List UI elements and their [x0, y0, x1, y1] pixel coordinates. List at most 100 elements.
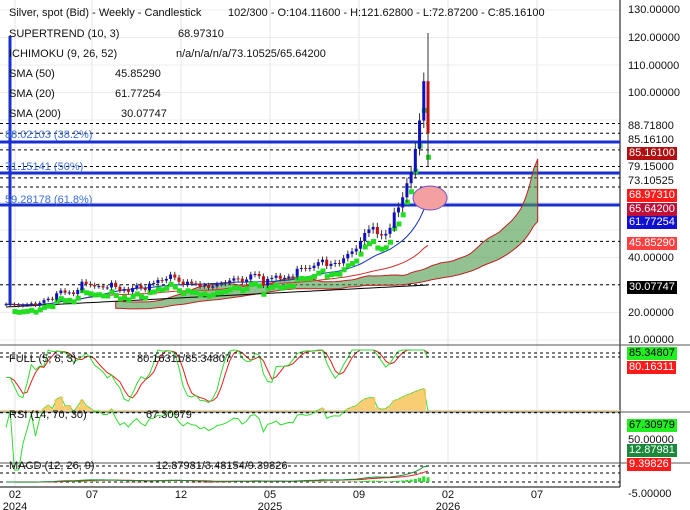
candle-body [185, 281, 189, 285]
candle-body [164, 278, 168, 281]
macd-histogram-bar [316, 481, 320, 482]
candle-body [270, 277, 274, 279]
candle-body [350, 251, 354, 254]
supertrend-dot [109, 289, 115, 295]
supertrend-dot [328, 272, 334, 278]
supertrend-dot [198, 292, 204, 298]
stoch-k-line [6, 349, 429, 404]
supertrend-dot [345, 263, 351, 269]
price-badge: 85.16100 [627, 146, 677, 160]
fib-level-38: 88.02103 (38.2%) [5, 129, 93, 141]
rsi-overbought-fill [50, 408, 55, 411]
macd-label: MACD (12, 26, 9) [9, 460, 95, 472]
macd-histogram-bar [93, 481, 97, 482]
time-tick-label: 09 [352, 489, 366, 501]
candle-body [401, 197, 405, 208]
candle-body [413, 148, 417, 172]
sma200-value: 30.07747 [121, 108, 167, 120]
macd-axis-low: -5.00000 [628, 488, 672, 500]
ohlc-readout: 102/300 - O:104.11600 - H:121.62800 - L:… [228, 7, 545, 19]
supertrend-dot [215, 290, 220, 296]
supertrend-dot [244, 286, 250, 292]
candle-body [114, 282, 118, 287]
time-tick-label: 02 2026 [435, 489, 461, 510]
candle-body [72, 292, 76, 295]
time-tick-label: 02 2024 [2, 489, 28, 510]
supertrend-dot [337, 271, 343, 277]
rsi-overbought-fill [320, 408, 325, 411]
candle-body [367, 229, 371, 234]
candle-body [228, 280, 232, 283]
candle-body [392, 212, 396, 228]
supertrend-dot [84, 290, 90, 296]
rsi-overbought-fill [58, 396, 64, 411]
supertrend-dot [320, 268, 326, 274]
rsi-overbought-fill [354, 405, 359, 411]
sma20-label: SMA (20) [9, 88, 55, 100]
level-price-label: 79.15000 [628, 160, 674, 173]
candle-body [211, 286, 215, 288]
supertrend-dot [383, 245, 389, 251]
candle-body [139, 285, 143, 289]
candle-body [308, 267, 312, 269]
candle-body [97, 286, 101, 288]
rsi-axis-50: 50.00000 [628, 434, 674, 446]
price-tick-label: 40.00000 [628, 251, 674, 264]
supertrend-dot [316, 270, 322, 276]
supertrend-dot [96, 292, 102, 298]
macd-histogram-bar [418, 477, 422, 482]
oscillator-badge: 9.39826 [627, 458, 671, 471]
supertrend-dot [202, 291, 208, 297]
candle-body [346, 253, 350, 259]
candle-body [396, 207, 400, 213]
fib-level-61: 59.28178 (61.8%) [5, 194, 93, 206]
rsi-overbought-fill [404, 394, 410, 411]
supertrend-dot [41, 304, 47, 310]
supertrend-dot [341, 267, 347, 273]
supertrend-dot [252, 281, 258, 287]
rsi-overbought-fill [396, 399, 401, 411]
rsi-overbought-fill [379, 409, 384, 411]
supertrend-dot [172, 284, 178, 290]
candle-body [118, 286, 122, 291]
candle-body [67, 292, 71, 294]
supertrend-dot [231, 285, 237, 291]
supertrend-dot [151, 289, 157, 295]
supertrend-dot [181, 291, 187, 297]
level-price-label: 85.16100 [628, 133, 674, 146]
supertrend-dot [286, 283, 292, 289]
supertrend-dot [46, 303, 52, 309]
supertrend-dot [16, 309, 22, 315]
macd-histogram-bar [358, 481, 362, 482]
supertrend-dot [25, 308, 31, 314]
candle-body [135, 285, 139, 289]
supertrend-dot [278, 285, 284, 291]
candle-body [283, 277, 287, 279]
candle-body [287, 276, 291, 278]
rsi-overbought-fill [370, 397, 376, 411]
supertrend-dot [75, 295, 81, 301]
supertrend-dot [147, 290, 153, 296]
supertrend-dot [130, 293, 136, 299]
price-tick-label: 10.00000 [628, 333, 674, 346]
candle-body [181, 281, 185, 285]
ichimoku-cloud [115, 158, 539, 310]
candle-body [50, 298, 54, 300]
supertrend-dot [400, 212, 406, 218]
candle-body [160, 280, 164, 282]
supertrend-dot [126, 297, 132, 303]
candle-body [55, 293, 59, 300]
candle-body [173, 274, 177, 278]
supertrend-label: SUPERTREND (10, 3) [9, 28, 120, 40]
rsi-overbought-fill [366, 397, 372, 411]
macd-histogram-bar [388, 481, 392, 482]
candle-body [131, 288, 135, 292]
supertrend-dot [105, 293, 111, 299]
supertrend-dot [379, 246, 385, 252]
rsi-overbought-fill [362, 398, 367, 411]
candle-body [156, 280, 160, 284]
oscillator-badge: 85.34807 [627, 347, 677, 360]
rsi-overbought-fill [67, 405, 72, 411]
candle-body [147, 283, 151, 290]
